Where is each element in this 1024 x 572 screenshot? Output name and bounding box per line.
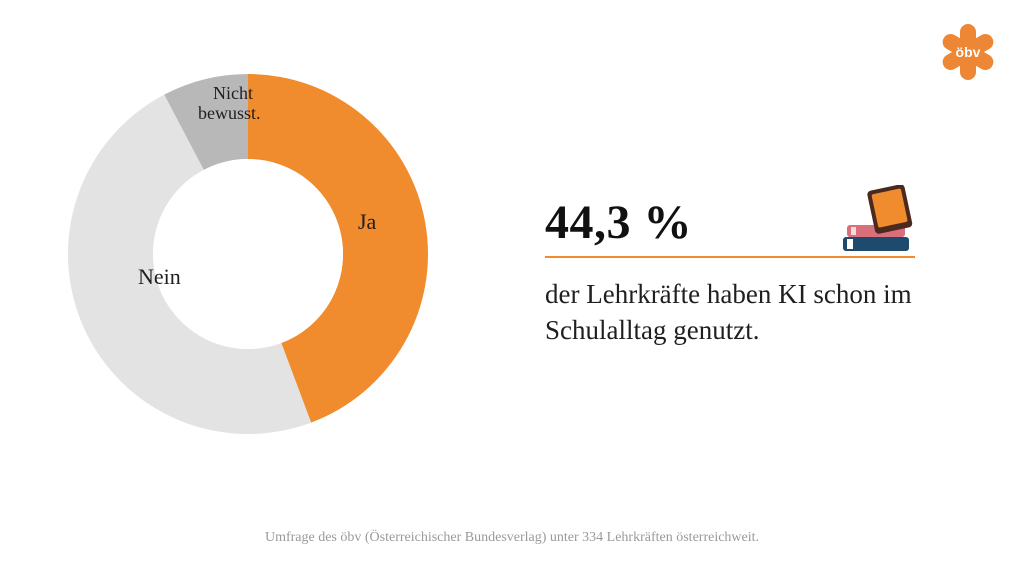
infographic-canvas: öbv Ja Nein Nichtbewusst. 44,3 % der Lehrk… bbox=[0, 0, 1024, 572]
headline-block: 44,3 % der Lehrkräfte haben KI schon im … bbox=[545, 195, 975, 349]
donut-label-ja: Ja bbox=[358, 209, 377, 234]
headline-percent: 44,3 % bbox=[545, 195, 692, 250]
books-icon bbox=[835, 185, 925, 255]
headline-underline bbox=[545, 256, 915, 258]
donut-label-nein: Nein bbox=[138, 264, 181, 289]
donut-label-nicht: Nicht bbox=[213, 83, 253, 103]
headline-description: der Lehrkräfte haben KI schon im Schulal… bbox=[545, 276, 975, 349]
donut-label-nicht-line2: bewusst. bbox=[198, 103, 261, 123]
donut-chart: Ja Nein Nichtbewusst. bbox=[68, 74, 428, 434]
brand-logo: öbv bbox=[940, 24, 996, 80]
svg-text:öbv: öbv bbox=[956, 44, 981, 60]
footnote-text: Umfrage des öbv (Österreichischer Bundes… bbox=[0, 530, 1024, 546]
